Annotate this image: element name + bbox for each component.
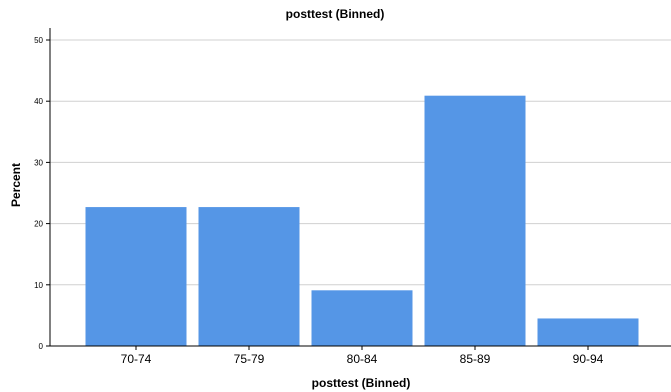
x-tick-label: 70-74 [121, 352, 152, 366]
x-tick-labels: 70-74 75-79 80-84 85-89 90-94 [121, 352, 604, 366]
y-tick-label: 10 [34, 281, 43, 290]
bar-85-89 [424, 95, 526, 346]
chart-title: posttest (Binned) [286, 7, 385, 21]
x-tick-label: 75-79 [234, 352, 265, 366]
y-tick-label: 30 [34, 158, 43, 167]
bar-75-79 [198, 207, 300, 346]
y-tick-labels: 0 10 20 30 40 50 [34, 36, 43, 351]
y-axis-label: Percent [9, 163, 23, 207]
y-tick-label: 50 [34, 36, 43, 45]
y-tick-label: 20 [34, 220, 43, 229]
y-tick-label: 40 [34, 97, 43, 106]
x-tick-label: 80-84 [347, 352, 378, 366]
x-tick-label: 90-94 [573, 352, 604, 366]
x-axis-label: posttest (Binned) [312, 376, 411, 390]
bars [85, 95, 639, 346]
bar-90-94 [537, 318, 639, 346]
y-tick-label: 0 [39, 342, 44, 351]
x-tick-label: 85-89 [460, 352, 491, 366]
bar-70-74 [85, 207, 187, 346]
axes [46, 28, 671, 350]
bar-80-84 [311, 290, 413, 346]
